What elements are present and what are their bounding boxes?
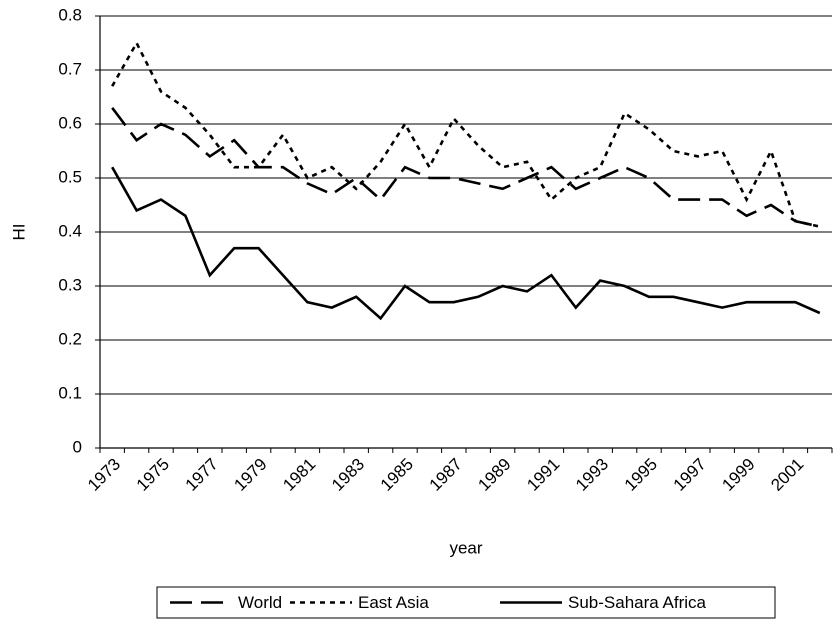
- y-tick-label: 0.2: [58, 329, 82, 348]
- y-tick-label: 0.5: [58, 167, 82, 186]
- x-tick-label: 2001: [767, 455, 807, 495]
- legend-box: [156, 586, 776, 619]
- y-tick-label: 0.1: [58, 383, 82, 402]
- x-tick-label: 1999: [718, 455, 758, 495]
- x-tick-label: 1987: [426, 455, 466, 495]
- y-tick-label: 0.6: [58, 113, 82, 132]
- y-tick-label: 0.7: [58, 59, 82, 78]
- legend: World East Asia Sub-Sahara Africa: [156, 586, 776, 619]
- legend-label: East Asia: [358, 593, 429, 612]
- x-tick-label: 1997: [670, 455, 710, 495]
- x-tick-label: 1979: [230, 455, 270, 495]
- legend-label: World: [238, 593, 282, 612]
- x-tick-label: 1995: [621, 455, 661, 495]
- y-tick-label: 0.3: [58, 275, 82, 294]
- x-tick-label: 1973: [84, 455, 124, 495]
- y-tick-label: 0.4: [58, 221, 82, 240]
- series-line: [111, 107, 821, 228]
- y-axis-label: HI: [9, 224, 28, 241]
- x-tick-label: 1981: [279, 455, 319, 495]
- series-line: [111, 40, 821, 228]
- y-tick-label: 0.8: [58, 5, 82, 24]
- x-tick-label: 1989: [474, 455, 514, 495]
- x-tick-label: 1977: [182, 455, 222, 495]
- legend-label: Sub-Sahara Africa: [568, 593, 707, 612]
- x-tick-label: 1991: [523, 455, 563, 495]
- x-tick-label: 1983: [328, 455, 368, 495]
- x-tick-label: 1985: [377, 455, 417, 495]
- series-line: [111, 166, 821, 321]
- x-axis-label: year: [449, 538, 482, 557]
- y-tick-label: 0: [73, 437, 82, 456]
- x-tick-label: 1993: [572, 455, 612, 495]
- x-tick-label: 1975: [133, 455, 173, 495]
